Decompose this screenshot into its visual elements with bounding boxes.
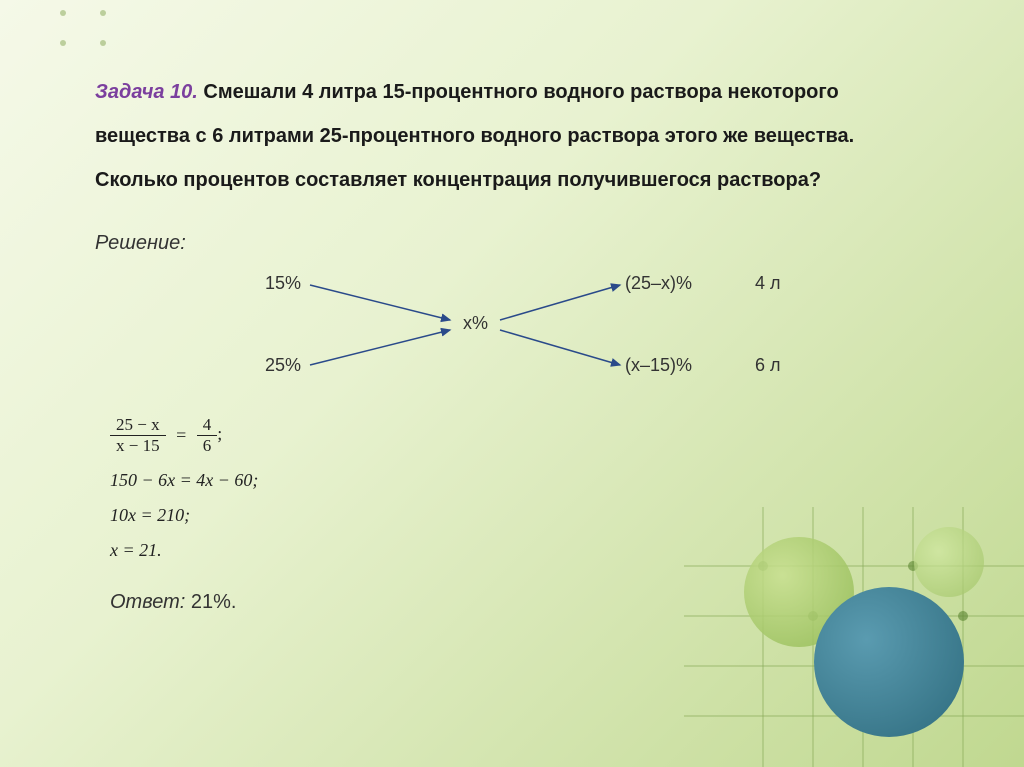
fraction-left: 25 − x x − 15	[110, 415, 166, 456]
equation-line: 25 − x x − 15 = 4 6 ;	[110, 415, 934, 456]
frac2-numerator: 4	[197, 415, 218, 436]
frac2-denominator: 6	[197, 436, 218, 456]
diagram-right-bottom: (х–15)%	[625, 355, 692, 376]
cross-diagram: 15% 25% х% (25–х)% (х–15)% 4 л 6 л	[225, 265, 934, 395]
step-2: 10x = 210;	[110, 505, 934, 526]
frac1-numerator: 25 − x	[110, 415, 166, 436]
problem-text: Смешали 4 литра 15-процентного водного р…	[95, 81, 854, 191]
equation-tail: ;	[217, 424, 222, 444]
diagram-left-bottom: 25%	[265, 355, 301, 376]
problem-title: Задача 10.	[95, 81, 198, 103]
equals-sign: =	[170, 425, 192, 445]
diagram-right-top: (25–х)%	[625, 273, 692, 294]
fraction-right: 4 6	[197, 415, 218, 456]
answer-value: 21%.	[191, 591, 237, 613]
answer-label: Ответ:	[110, 591, 185, 613]
step-3: x = 21.	[110, 540, 934, 561]
diagram-vol-bottom: 6 л	[755, 355, 781, 376]
diagram-center: х%	[463, 313, 488, 334]
problem-statement: Задача 10. Смешали 4 литра 15-процентног…	[95, 70, 934, 202]
slide-content: Задача 10. Смешали 4 литра 15-процентног…	[0, 0, 1024, 654]
solution-label: Решение:	[95, 232, 934, 255]
diagram-vol-top: 4 л	[755, 273, 781, 294]
frac1-denominator: x − 15	[110, 436, 166, 456]
diagram-arrows	[225, 265, 934, 395]
step-1: 150 − 6x = 4x − 60;	[110, 470, 934, 491]
diagram-left-top: 15%	[265, 273, 301, 294]
answer-line: Ответ: 21%.	[110, 591, 934, 614]
